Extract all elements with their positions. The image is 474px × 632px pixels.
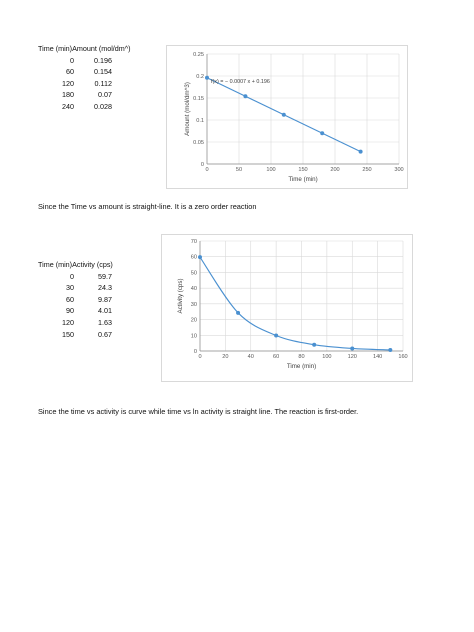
table-row: 120 1.63	[38, 317, 113, 329]
value-cell: 24.3	[98, 283, 112, 293]
y-tick-label: 0.15	[193, 96, 204, 102]
table-row: 0 59.7	[38, 271, 113, 283]
data-point	[198, 255, 202, 260]
data-point	[274, 333, 279, 338]
time-cell: 180	[62, 90, 74, 100]
y-tick-label: 50	[191, 270, 197, 276]
y-axis-label: Amount (mol/dm^3)	[184, 82, 191, 136]
data-point	[281, 112, 286, 117]
value-cell: 0.07	[98, 90, 112, 100]
time-cell: 240	[62, 101, 74, 111]
y-tick-label: 60	[191, 255, 197, 261]
x-tick-label: 80	[298, 354, 304, 360]
activity-chart: 0 10 20 30 40 50 60 70 0 20 40 60 80 100 120 140 160 Time…	[161, 234, 413, 382]
time-cell: 90	[66, 306, 74, 316]
x-tick-label: 150	[298, 167, 307, 173]
value-cell: 59.7	[98, 271, 112, 281]
series-line	[199, 256, 391, 351]
y-tick-label: 40	[191, 286, 197, 292]
table-row: 120 0.112	[38, 78, 131, 90]
x-axis-label: Time (min)	[287, 363, 316, 370]
y-tick-label: 30	[191, 302, 197, 308]
table-row: 240 0.028	[38, 101, 131, 113]
value-cell: 1.63	[98, 317, 112, 327]
value-cell: 0.154	[94, 67, 112, 77]
y-tick-label: 0.2	[196, 74, 204, 80]
activity-chart-svg: 0 10 20 30 40 50 60 70 0 20 40 60 80 100 120 140 160 Time…	[177, 239, 408, 370]
x-tick-label: 100	[266, 167, 275, 173]
x-tick-label: 0	[205, 167, 208, 173]
data-point	[320, 131, 325, 136]
y-tick-label: 0	[194, 349, 197, 355]
data-point	[388, 347, 393, 352]
value-cell: 4.01	[98, 306, 112, 316]
data-point	[358, 149, 363, 154]
x-tick-label: 60	[273, 354, 279, 360]
y-tick-label: 0.05	[193, 140, 204, 146]
table-row: 0 0.196	[38, 55, 131, 67]
data-point	[350, 346, 355, 351]
y-tick-label: 10	[191, 333, 197, 339]
y-axis-label: Activity (cps)	[177, 278, 184, 313]
time-cell: 120	[62, 78, 74, 88]
x-tick-label: 20	[222, 354, 228, 360]
first-order-conclusion: Since the time vs activity is curve whil…	[38, 407, 359, 416]
value-cell: 0.028	[94, 101, 112, 111]
time-cell: 60	[66, 294, 74, 304]
y-tick-label: 70	[191, 239, 197, 245]
y-tick-label: 20	[191, 318, 197, 324]
time-cell: 0	[70, 271, 74, 281]
amount-table-header: Time (min)Amount (mol/dm^)	[38, 44, 131, 53]
table-row: 60 9.87	[38, 294, 113, 306]
data-point	[236, 310, 241, 315]
time-cell: 30	[66, 283, 74, 293]
x-tick-label: 120	[348, 354, 357, 360]
y-tick-label: 0.25	[193, 52, 204, 58]
activity-table-rows: 0 59.7 30 24.3 60 9.87 90 4.01 120 1.63 150 0.67	[38, 271, 113, 341]
x-tick-label: 140	[373, 354, 382, 360]
y-tick-label: 0.1	[196, 118, 204, 124]
x-tick-label: 40	[248, 354, 254, 360]
x-tick-label: 50	[236, 167, 242, 173]
value-cell: 0.112	[94, 78, 112, 88]
activity-table-header: Time (min)Activity (cps)	[38, 260, 113, 269]
table-row: 60 0.154	[38, 66, 131, 78]
value-cell: 9.87	[98, 294, 112, 304]
data-point	[312, 342, 317, 347]
activity-table: Time (min)Activity (cps) 0 59.7 30 24.3 60 9.…	[38, 259, 113, 340]
x-tick-label: 250	[362, 167, 371, 173]
table-row: 90 4.01	[38, 305, 113, 317]
value-cell: 0.67	[98, 329, 112, 339]
table-row: 180 0.07	[38, 89, 131, 101]
time-cell: 120	[62, 317, 74, 327]
data-point	[205, 75, 209, 80]
data-point	[243, 94, 248, 99]
x-tick-label: 200	[330, 167, 339, 173]
value-cell: 0.196	[94, 55, 112, 65]
x-tick-label: 160	[398, 354, 407, 360]
time-cell: 150	[62, 329, 74, 339]
zero-order-conclusion: Since the Time vs amount is straight-lin…	[38, 202, 257, 211]
x-tick-label: 100	[322, 354, 331, 360]
y-tick-label: 0	[201, 162, 204, 168]
trendline-equation: f(x) = − 0.0007 x + 0.196	[211, 79, 270, 85]
time-cell: 0	[70, 55, 74, 65]
table-row: 30 24.3	[38, 282, 113, 294]
amount-chart: 0 0.05 0.1 0.15 0.2 0.25 0 50 100 150 200 250 300 Tim…	[166, 45, 408, 189]
x-axis-label: Time (min)	[288, 176, 317, 183]
x-tick-label: 300	[394, 167, 403, 173]
x-tick-label: 0	[198, 354, 201, 360]
amount-table-rows: 0 0.196 60 0.154 120 0.112 180 0.07 240 0.028	[38, 55, 131, 113]
amount-chart-svg: 0 0.05 0.1 0.15 0.2 0.25 0 50 100 150 200 250 300 Tim…	[184, 52, 404, 183]
amount-table: Time (min)Amount (mol/dm^) 0 0.196 60 0.154…	[38, 43, 131, 113]
table-row: 150 0.67	[38, 329, 113, 341]
time-cell: 60	[66, 67, 74, 77]
